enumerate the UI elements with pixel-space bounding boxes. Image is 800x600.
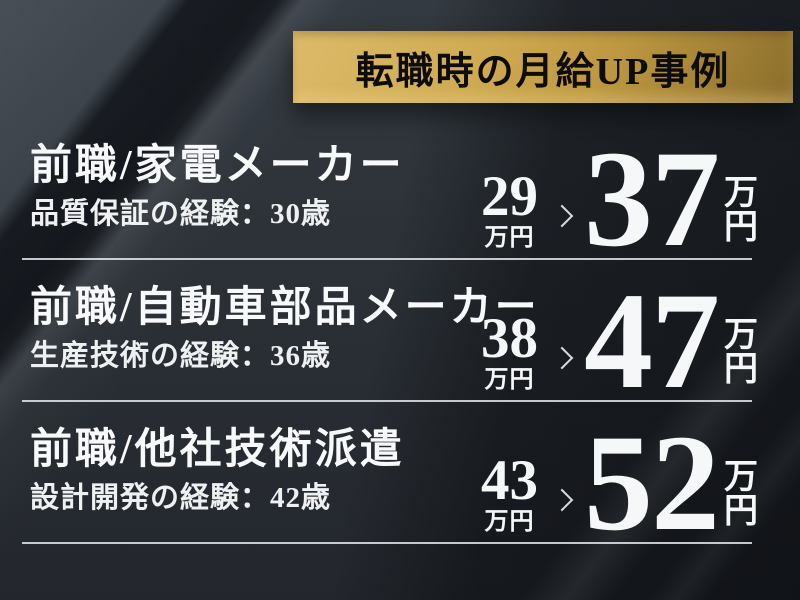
salary-before: 29 万円: [481, 165, 538, 251]
salary-after-unit-bottom: 円: [724, 351, 758, 389]
chevron-right-icon: [550, 204, 574, 228]
previous-job-heading: 前職/自動車部品メーカー: [30, 285, 540, 331]
salary-change: 29 万円 37 万 円: [481, 121, 758, 275]
salary-before-amount: 29: [481, 165, 538, 229]
page-title: 転職時の月給UP事例: [355, 50, 731, 93]
salary-after-unit: 万 円: [724, 174, 758, 247]
salary-before-unit: 万円: [484, 509, 535, 535]
salary-after-amount: 52: [584, 405, 720, 559]
salary-change: 38 万円 47 万 円: [481, 263, 758, 417]
experience-subtitle: 品質保証の経験：30歳: [30, 197, 332, 230]
salary-before-unit: 万円: [484, 225, 535, 251]
salary-after-unit-bottom: 円: [724, 493, 758, 531]
case-row: 前職/自動車部品メーカー 生産技術の経験：36歳 38 万円 47 万 円: [22, 271, 758, 409]
salary-after-unit-top: 万: [724, 174, 758, 212]
salary-before: 38 万円: [481, 307, 538, 393]
salary-after-unit-top: 万: [724, 316, 758, 354]
previous-job-heading: 前職/家電メーカー: [30, 143, 405, 189]
salary-before-amount: 38: [481, 307, 538, 371]
chevron-right-icon: [550, 488, 574, 512]
experience-subtitle: 生産技術の経験：36歳: [30, 339, 332, 372]
salary-after-amount: 47: [584, 263, 720, 417]
salary-after-unit: 万 円: [724, 458, 758, 531]
case-row: 前職/他社技術派遣 設計開発の経験：42歳 43 万円 52 万 円: [22, 413, 758, 551]
case-text: 前職/他社技術派遣 設計開発の経験：42歳: [30, 426, 405, 516]
previous-job-heading: 前職/他社技術派遣: [30, 427, 405, 473]
salary-before-amount: 43: [481, 449, 538, 513]
salary-after-unit-top: 万: [724, 458, 758, 496]
salary-before: 43 万円: [481, 449, 538, 535]
chevron-right-icon: [550, 346, 574, 370]
salary-after-amount: 37: [584, 121, 720, 275]
case-text: 前職/自動車部品メーカー 生産技術の経験：36歳: [30, 284, 540, 374]
title-banner: 転職時の月給UP事例: [293, 31, 793, 103]
salary-after-unit: 万 円: [724, 316, 758, 389]
salary-before-unit: 万円: [484, 367, 535, 393]
salary-after-unit-bottom: 円: [724, 209, 758, 247]
experience-subtitle: 設計開発の経験：42歳: [30, 481, 332, 514]
salary-change: 43 万円 52 万 円: [481, 405, 758, 559]
case-text: 前職/家電メーカー 品質保証の経験：30歳: [30, 142, 405, 232]
case-row: 前職/家電メーカー 品質保証の経験：30歳 29 万円 37 万 円: [22, 129, 758, 267]
